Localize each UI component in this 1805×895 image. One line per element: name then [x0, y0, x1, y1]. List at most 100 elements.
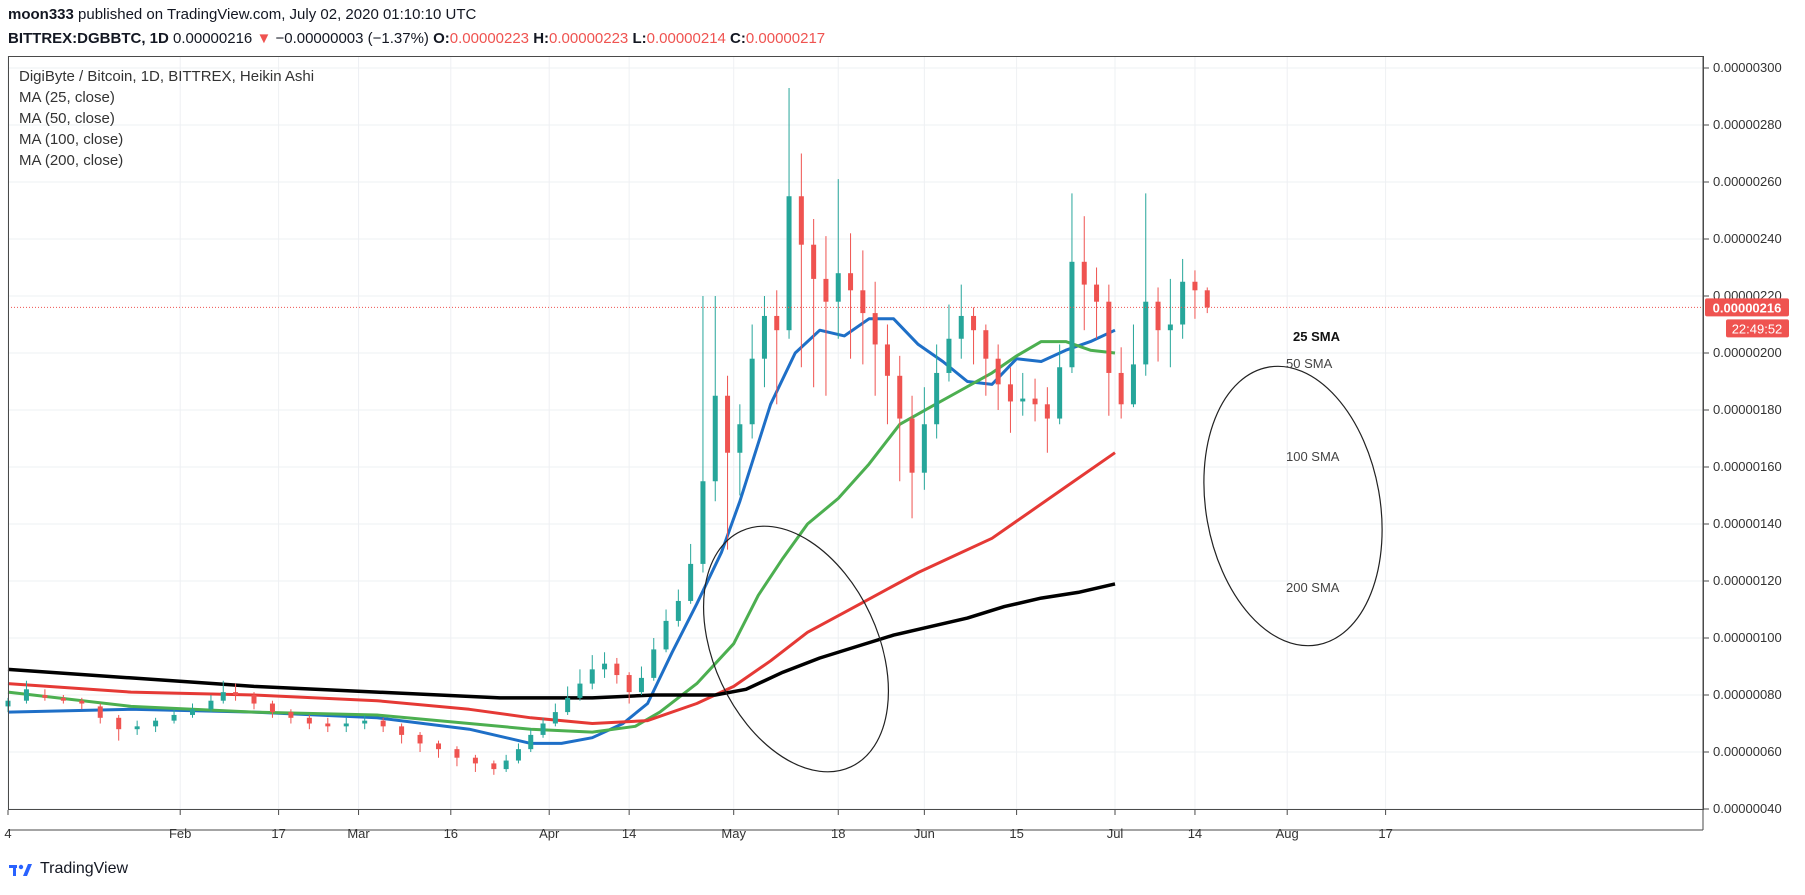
candle-up [1180, 281, 1186, 325]
candle-up [515, 749, 521, 761]
candle-down [233, 692, 239, 695]
candle-down [288, 712, 294, 718]
candle-down [1007, 384, 1013, 402]
candle-down [909, 418, 915, 473]
candle-down [60, 697, 66, 701]
candle-down [1044, 404, 1050, 419]
legend-ma200[interactable]: MA (200, close) [19, 152, 124, 169]
candle-up [1057, 367, 1063, 419]
y-tick-label: 0.00000080 [1713, 687, 1782, 702]
candle-up [208, 700, 214, 710]
candle-up [602, 663, 608, 670]
candle-up [958, 315, 964, 339]
candle-up [362, 720, 368, 724]
candle-down [848, 273, 854, 291]
publisher-name[interactable]: moon333 [8, 6, 74, 23]
candle-down [884, 344, 890, 376]
candle-up [503, 760, 509, 770]
candle-up [638, 677, 644, 693]
legend-ma100[interactable]: MA (100, close) [19, 131, 124, 148]
annotation-ellipse-breakout [702, 525, 890, 773]
high-label: H: [533, 30, 550, 47]
candle-down [417, 734, 423, 744]
candle-down [897, 375, 903, 419]
countdown-badge-text: 22:49:52 [1732, 321, 1783, 336]
candle-up [589, 669, 595, 684]
candle-up [190, 709, 195, 715]
candle-down [798, 196, 804, 245]
candle-up [921, 424, 927, 473]
y-tick-label: 0.00000060 [1713, 744, 1782, 759]
x-tick-label: 16 [444, 826, 458, 841]
x-tick-label: Aug [1276, 826, 1299, 841]
candle-up [749, 358, 755, 425]
candle-up [835, 273, 841, 302]
tradingview-logo-icon [9, 864, 32, 876]
candle-down [380, 720, 386, 727]
legend-ma50[interactable]: MA (50, close) [19, 110, 115, 127]
close-value: 0.00000217 [745, 30, 826, 47]
y-tick-label: 0.00000200 [1713, 345, 1782, 360]
candle-down [725, 395, 731, 453]
label-100-sma: 100 SMA [1286, 449, 1340, 464]
x-tick-label: 17 [271, 826, 285, 841]
change-down-icon: ▼ [256, 30, 272, 47]
candle-up [946, 338, 952, 373]
countdown-badge-bg [1726, 319, 1789, 338]
candle-down [1032, 398, 1038, 405]
candle-down [1081, 261, 1087, 285]
published-text: published on TradingView.com, July 02, 2… [78, 6, 477, 23]
y-tick-label: 0.00000160 [1713, 459, 1782, 474]
footer-brand-text: TradingView [40, 860, 129, 877]
candle-down [79, 700, 85, 704]
y-tick-label: 0.00000040 [1713, 801, 1782, 816]
candle-down [325, 723, 331, 727]
candle-up [171, 714, 177, 721]
candle-down [42, 695, 48, 698]
y-tick-label: 0.00000300 [1713, 60, 1782, 75]
price-badge-text: 0.00000216 [1713, 300, 1782, 315]
candle-up [737, 424, 743, 453]
legend-ma25[interactable]: MA (25, close) [19, 89, 115, 106]
candle-down [399, 726, 405, 735]
ma50-line [7, 340, 1116, 734]
x-tick-label: Feb [169, 826, 191, 841]
candle-up [1069, 261, 1075, 368]
candle-down [1094, 284, 1100, 302]
candle-down [811, 244, 817, 279]
x-tick-label: Mar [347, 826, 370, 841]
chart-frame [8, 56, 1704, 810]
candle-up [1020, 398, 1026, 402]
x-tick-label: 15 [1009, 826, 1023, 841]
y-tick-label: 0.00000260 [1713, 174, 1782, 189]
x-tick-label: 4 [4, 826, 11, 841]
candle-up [1130, 364, 1136, 405]
footer-brand[interactable]: TradingView [8, 860, 128, 878]
candle-down [116, 717, 122, 730]
x-tick-label: Jul [1107, 826, 1124, 841]
y-tick-label: 0.00000100 [1713, 630, 1782, 645]
candle-up [343, 723, 349, 727]
candle-down [454, 749, 460, 758]
candle-down [1192, 281, 1198, 291]
y-tick-label: 0.00000180 [1713, 402, 1782, 417]
candle-down [1204, 290, 1210, 308]
ma100-line [7, 451, 1116, 725]
candle-up [1143, 301, 1149, 365]
candle-down [97, 706, 103, 718]
x-tick-label: 18 [831, 826, 845, 841]
candle-down [860, 290, 866, 314]
y-tick-label: 0.00000120 [1713, 573, 1782, 588]
x-tick-label: 14 [622, 826, 636, 841]
symbol-info: BITTREX:DGBBTC, 1D 0.00000216 ▼ −0.00000… [8, 30, 825, 47]
candle-up [528, 734, 534, 750]
candle-down [995, 358, 1001, 385]
candle-up [934, 372, 940, 425]
publish-info: moon333 published on TradingView.com, Ju… [8, 6, 476, 23]
label-200-sma: 200 SMA [1286, 580, 1340, 595]
candle-up [134, 726, 140, 730]
candle-down [436, 743, 441, 750]
last-price: 0.00000216 [173, 30, 253, 47]
candle-up [761, 315, 767, 359]
legend-title: DigiByte / Bitcoin, 1D, BITTREX, Heikin … [19, 68, 315, 85]
